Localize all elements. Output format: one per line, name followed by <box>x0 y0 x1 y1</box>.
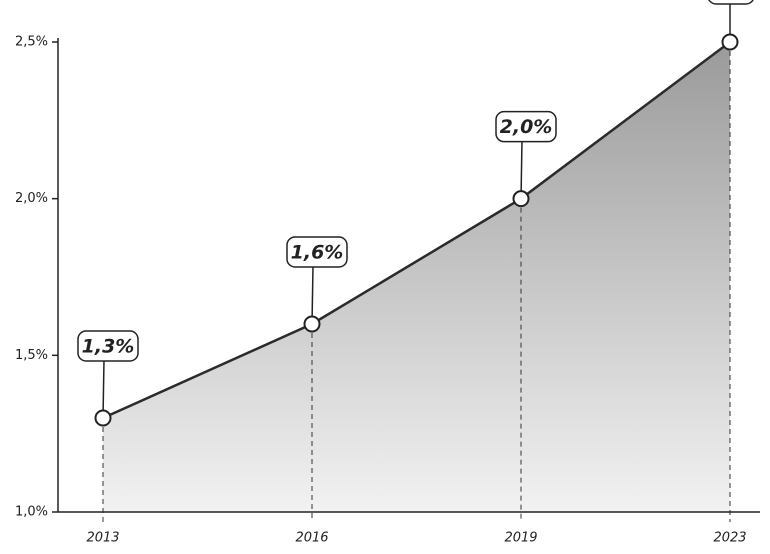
y-tick-label: 1,0% <box>15 505 48 520</box>
point <box>512 190 530 208</box>
point <box>303 315 321 333</box>
value-label: 1,6% <box>291 242 344 264</box>
x-tick-label: 2016 <box>295 531 328 546</box>
point <box>94 409 112 427</box>
line <box>102 40 731 420</box>
y-tick-label: 2,0% <box>15 191 48 206</box>
callout-box <box>77 330 139 362</box>
area <box>103 42 730 512</box>
callout-pointer <box>520 140 523 199</box>
callout-box <box>495 110 557 143</box>
callout-pointer <box>311 265 314 325</box>
cropped-callout <box>708 0 754 5</box>
callout-box <box>286 236 348 268</box>
point <box>721 33 739 51</box>
value-label: 2,0% <box>500 116 553 138</box>
x-tick-label: 2013 <box>86 531 119 546</box>
x-tick-label: 2023 <box>713 531 746 546</box>
x-tick-label: 2019 <box>504 531 537 546</box>
y-tick-label: 2,5% <box>15 35 48 50</box>
value-label: 1,3% <box>82 336 135 358</box>
callout-pointer <box>102 359 105 419</box>
y-tick-label: 1,5% <box>15 348 48 363</box>
